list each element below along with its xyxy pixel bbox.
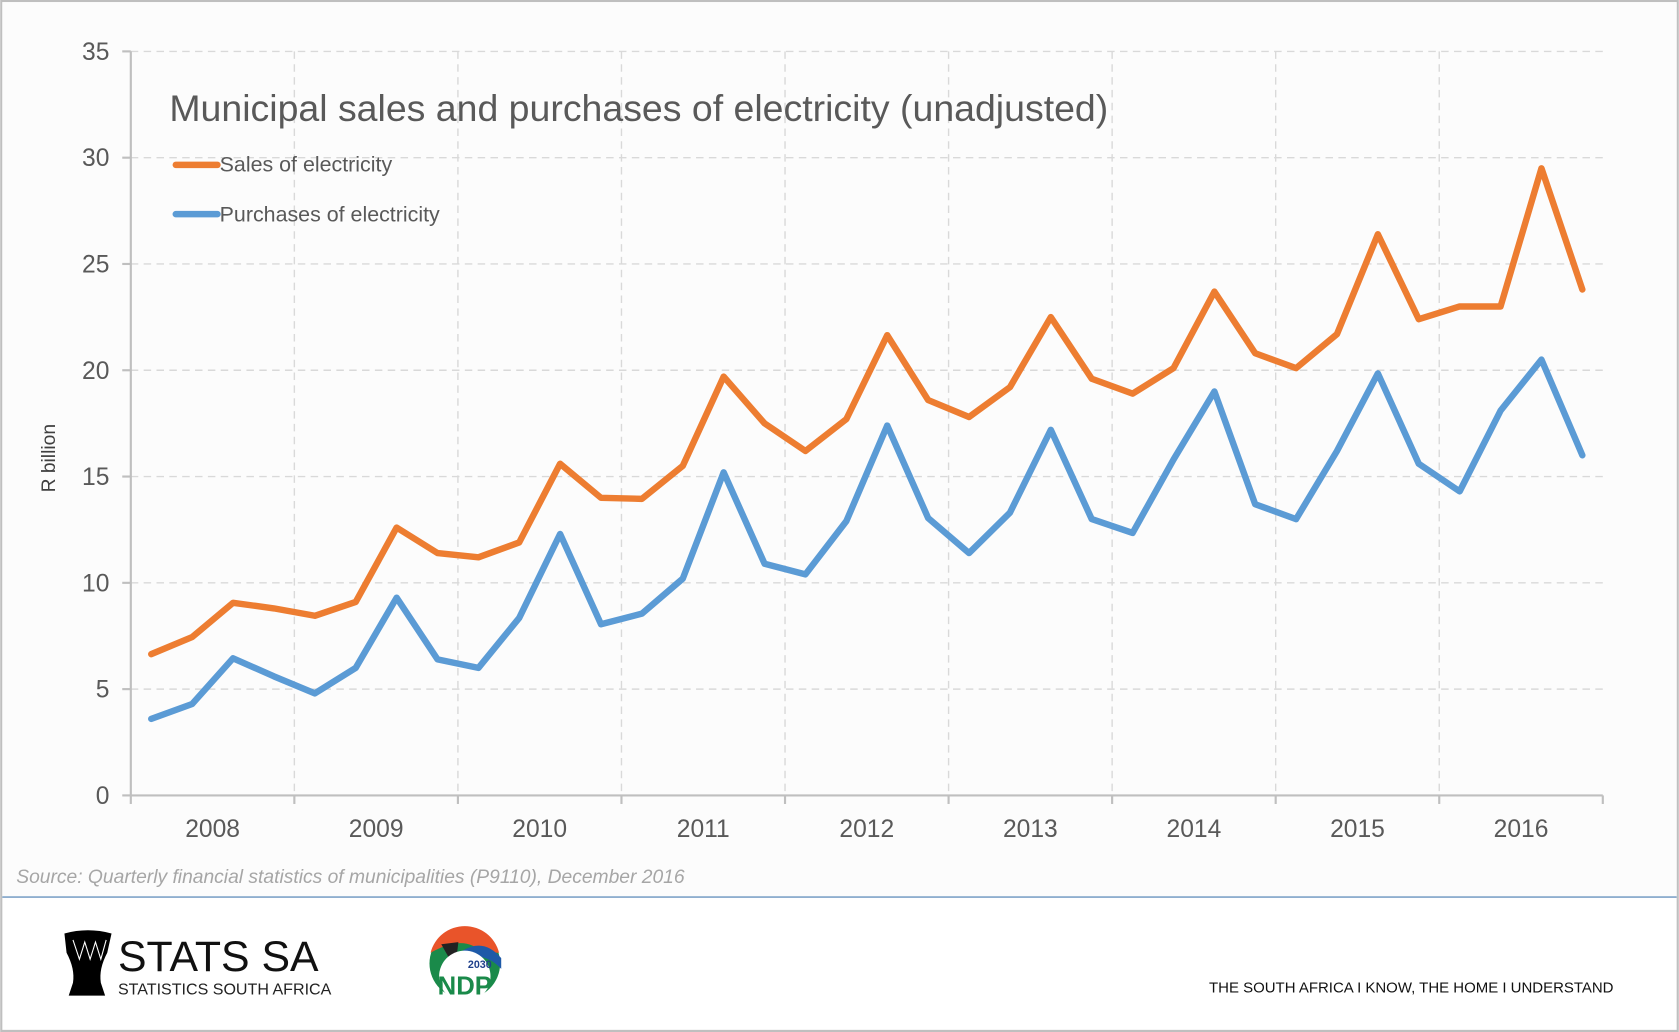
x-tick-label: 2016 bbox=[1494, 816, 1549, 843]
y-tick-labels: 0 5 10 15 20 25 30 35 bbox=[82, 39, 109, 810]
y-tick-label: 25 bbox=[82, 252, 109, 279]
y-tick-label: 20 bbox=[82, 358, 109, 385]
x-tick-label: 2010 bbox=[512, 816, 567, 843]
x-tick-label: 2013 bbox=[1003, 816, 1058, 843]
source-note: Source: Quarterly financial statistics o… bbox=[16, 867, 685, 888]
logo-title: STATS SA bbox=[118, 933, 319, 981]
y-tick-label: 10 bbox=[82, 570, 109, 597]
tagline: THE SOUTH AFRICA I KNOW, THE HOME I UNDE… bbox=[1209, 979, 1614, 996]
chart-background bbox=[2, 2, 1677, 898]
y-tick-label: 30 bbox=[82, 145, 109, 172]
y-axis-label: R billion bbox=[39, 424, 60, 492]
y-tick-label: 5 bbox=[96, 677, 110, 704]
chart-title: Municipal sales and purchases of electri… bbox=[169, 87, 1108, 129]
drum-icon bbox=[64, 930, 112, 996]
x-tick-label: 2014 bbox=[1167, 816, 1222, 843]
ndp-year: 2030 bbox=[468, 959, 492, 971]
x-tick-label: 2008 bbox=[185, 816, 240, 843]
series-lines bbox=[148, 165, 1586, 723]
series-line-sales bbox=[148, 165, 1586, 658]
axes bbox=[122, 50, 1604, 804]
gridlines bbox=[130, 50, 1603, 796]
x-tick-label: 2011 bbox=[677, 816, 730, 843]
logo-subtitle: STATISTICS SOUTH AFRICA bbox=[118, 981, 332, 999]
stats-sa-logo: STATS SA STATISTICS SOUTH AFRICA bbox=[64, 930, 332, 999]
x-tick-label: 2015 bbox=[1330, 816, 1385, 843]
y-tick-label: 35 bbox=[82, 39, 109, 66]
ndp-logo: 2030 NDP bbox=[429, 926, 502, 1003]
x-tick-labels: 2008 2009 2010 2011 2012 2013 2014 2015 2016 bbox=[185, 816, 1548, 843]
x-tick-label: 2009 bbox=[349, 816, 404, 843]
y-tick-label: 15 bbox=[82, 464, 109, 491]
ndp-text: NDP bbox=[438, 973, 492, 1001]
y-tick-label: 0 bbox=[96, 783, 110, 810]
legend-label-purchases: Purchases of electricity bbox=[220, 203, 440, 227]
x-tick-label: 2012 bbox=[839, 816, 894, 843]
series-line-purchases bbox=[148, 356, 1586, 723]
legend: Sales of electricity Purchases of electr… bbox=[172, 152, 440, 227]
legend-label-sales: Sales of electricity bbox=[220, 152, 393, 176]
